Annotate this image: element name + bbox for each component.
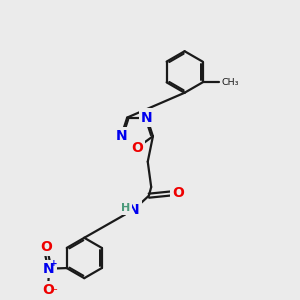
Text: O: O	[131, 141, 143, 155]
Text: +: +	[50, 259, 58, 268]
Text: O: O	[40, 240, 52, 254]
Text: N: N	[43, 262, 55, 276]
Text: H: H	[121, 203, 130, 213]
Text: O: O	[172, 186, 184, 200]
Text: CH₃: CH₃	[221, 78, 239, 87]
Text: N: N	[128, 202, 140, 217]
Text: N: N	[141, 111, 153, 124]
Text: N: N	[115, 129, 127, 143]
Text: ⁻: ⁻	[52, 287, 58, 297]
Text: O: O	[42, 283, 54, 297]
